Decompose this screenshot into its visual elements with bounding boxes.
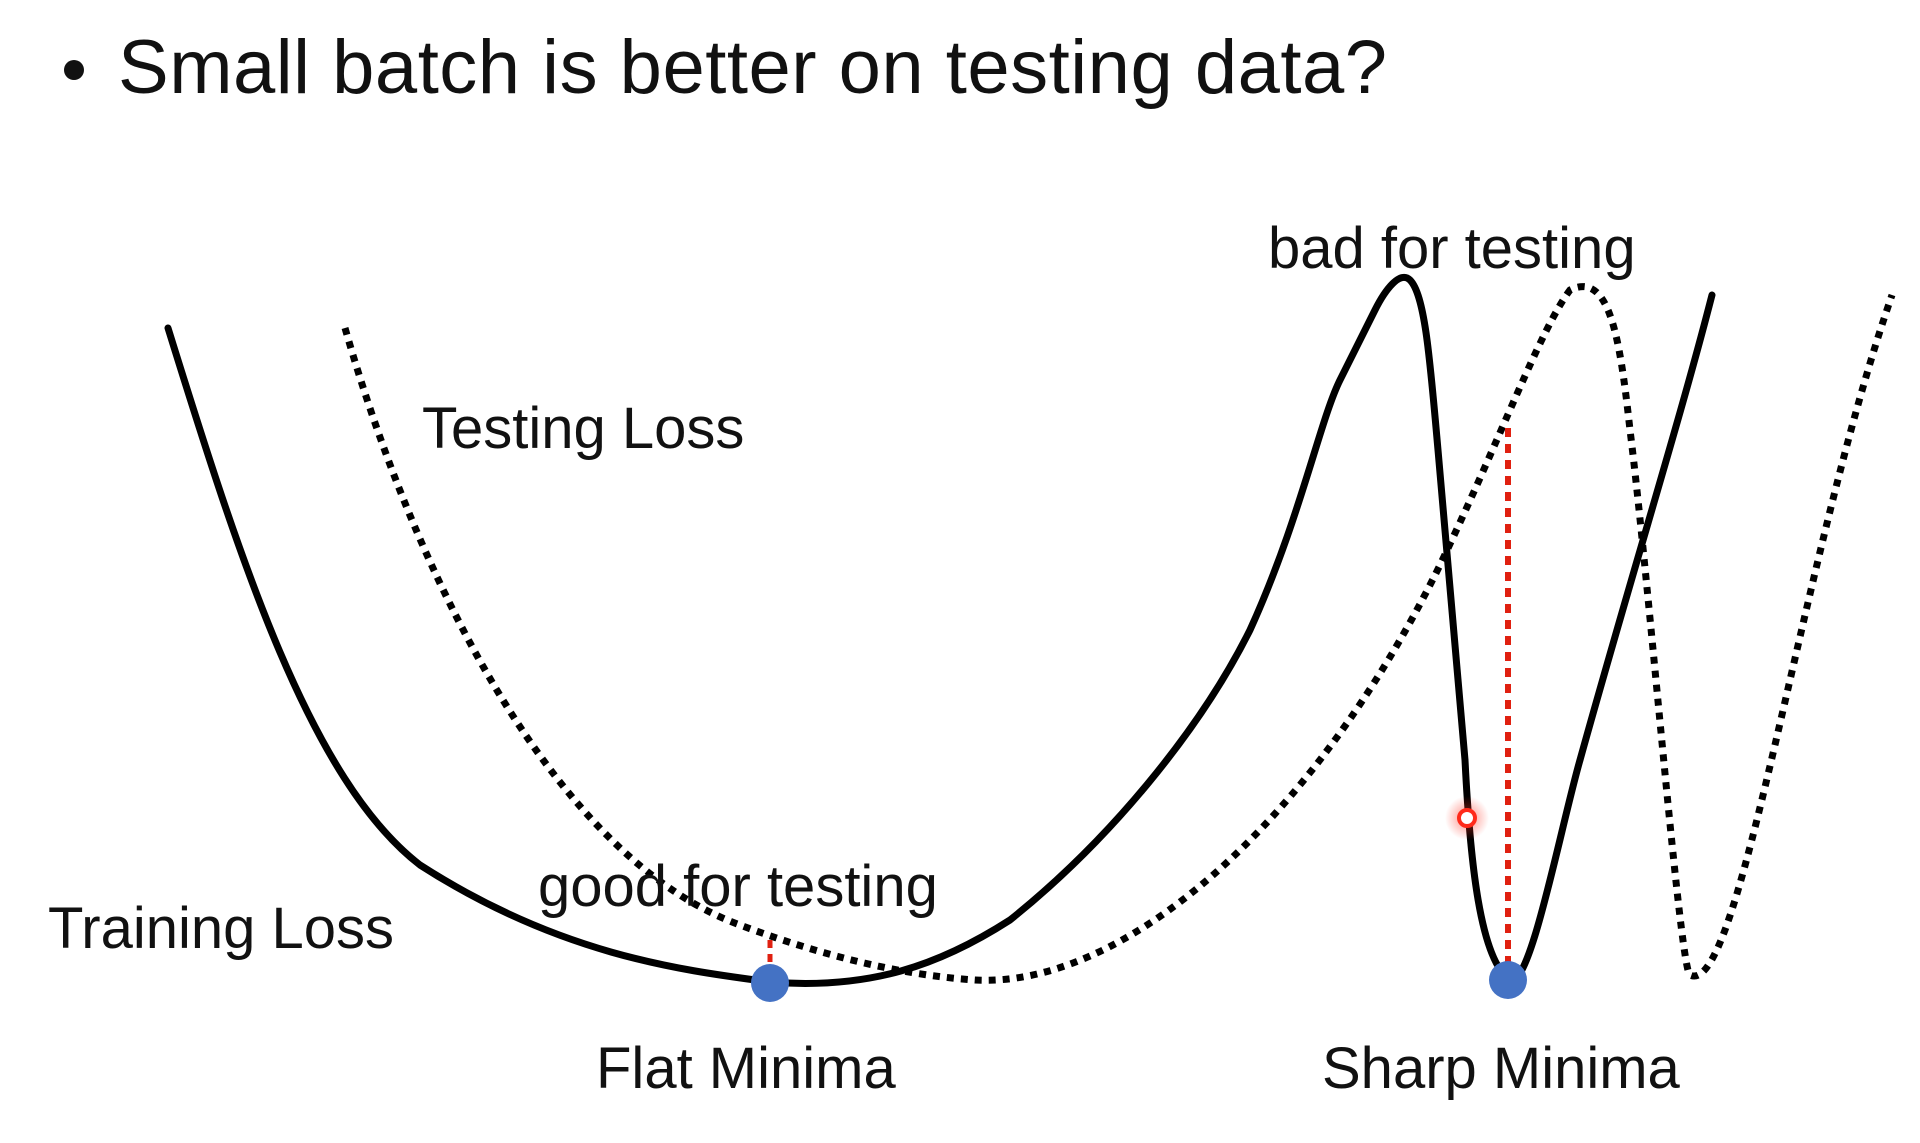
bad-for-testing-label: bad for testing bbox=[1268, 216, 1636, 281]
flat-minima-label: Flat Minima bbox=[596, 1036, 896, 1101]
bullet-icon bbox=[64, 59, 84, 80]
training-loss-curve bbox=[164, 274, 1716, 987]
flat-minima-point bbox=[751, 964, 789, 1002]
testing-loss-curve bbox=[341, 283, 1896, 984]
slide-title: Small batch is better on testing data? bbox=[118, 25, 1388, 110]
sharp-minima-label: Sharp Minima bbox=[1322, 1036, 1680, 1101]
highlight-point-icon bbox=[1457, 808, 1477, 828]
testing-loss-label: Testing Loss bbox=[422, 396, 745, 461]
sharp-minima-point bbox=[1489, 961, 1527, 999]
training-loss-label: Training Loss bbox=[48, 896, 395, 961]
good-for-testing-label: good for testing bbox=[538, 854, 938, 919]
bullet-item: Small batch is better on testing data? bbox=[64, 22, 1388, 113]
